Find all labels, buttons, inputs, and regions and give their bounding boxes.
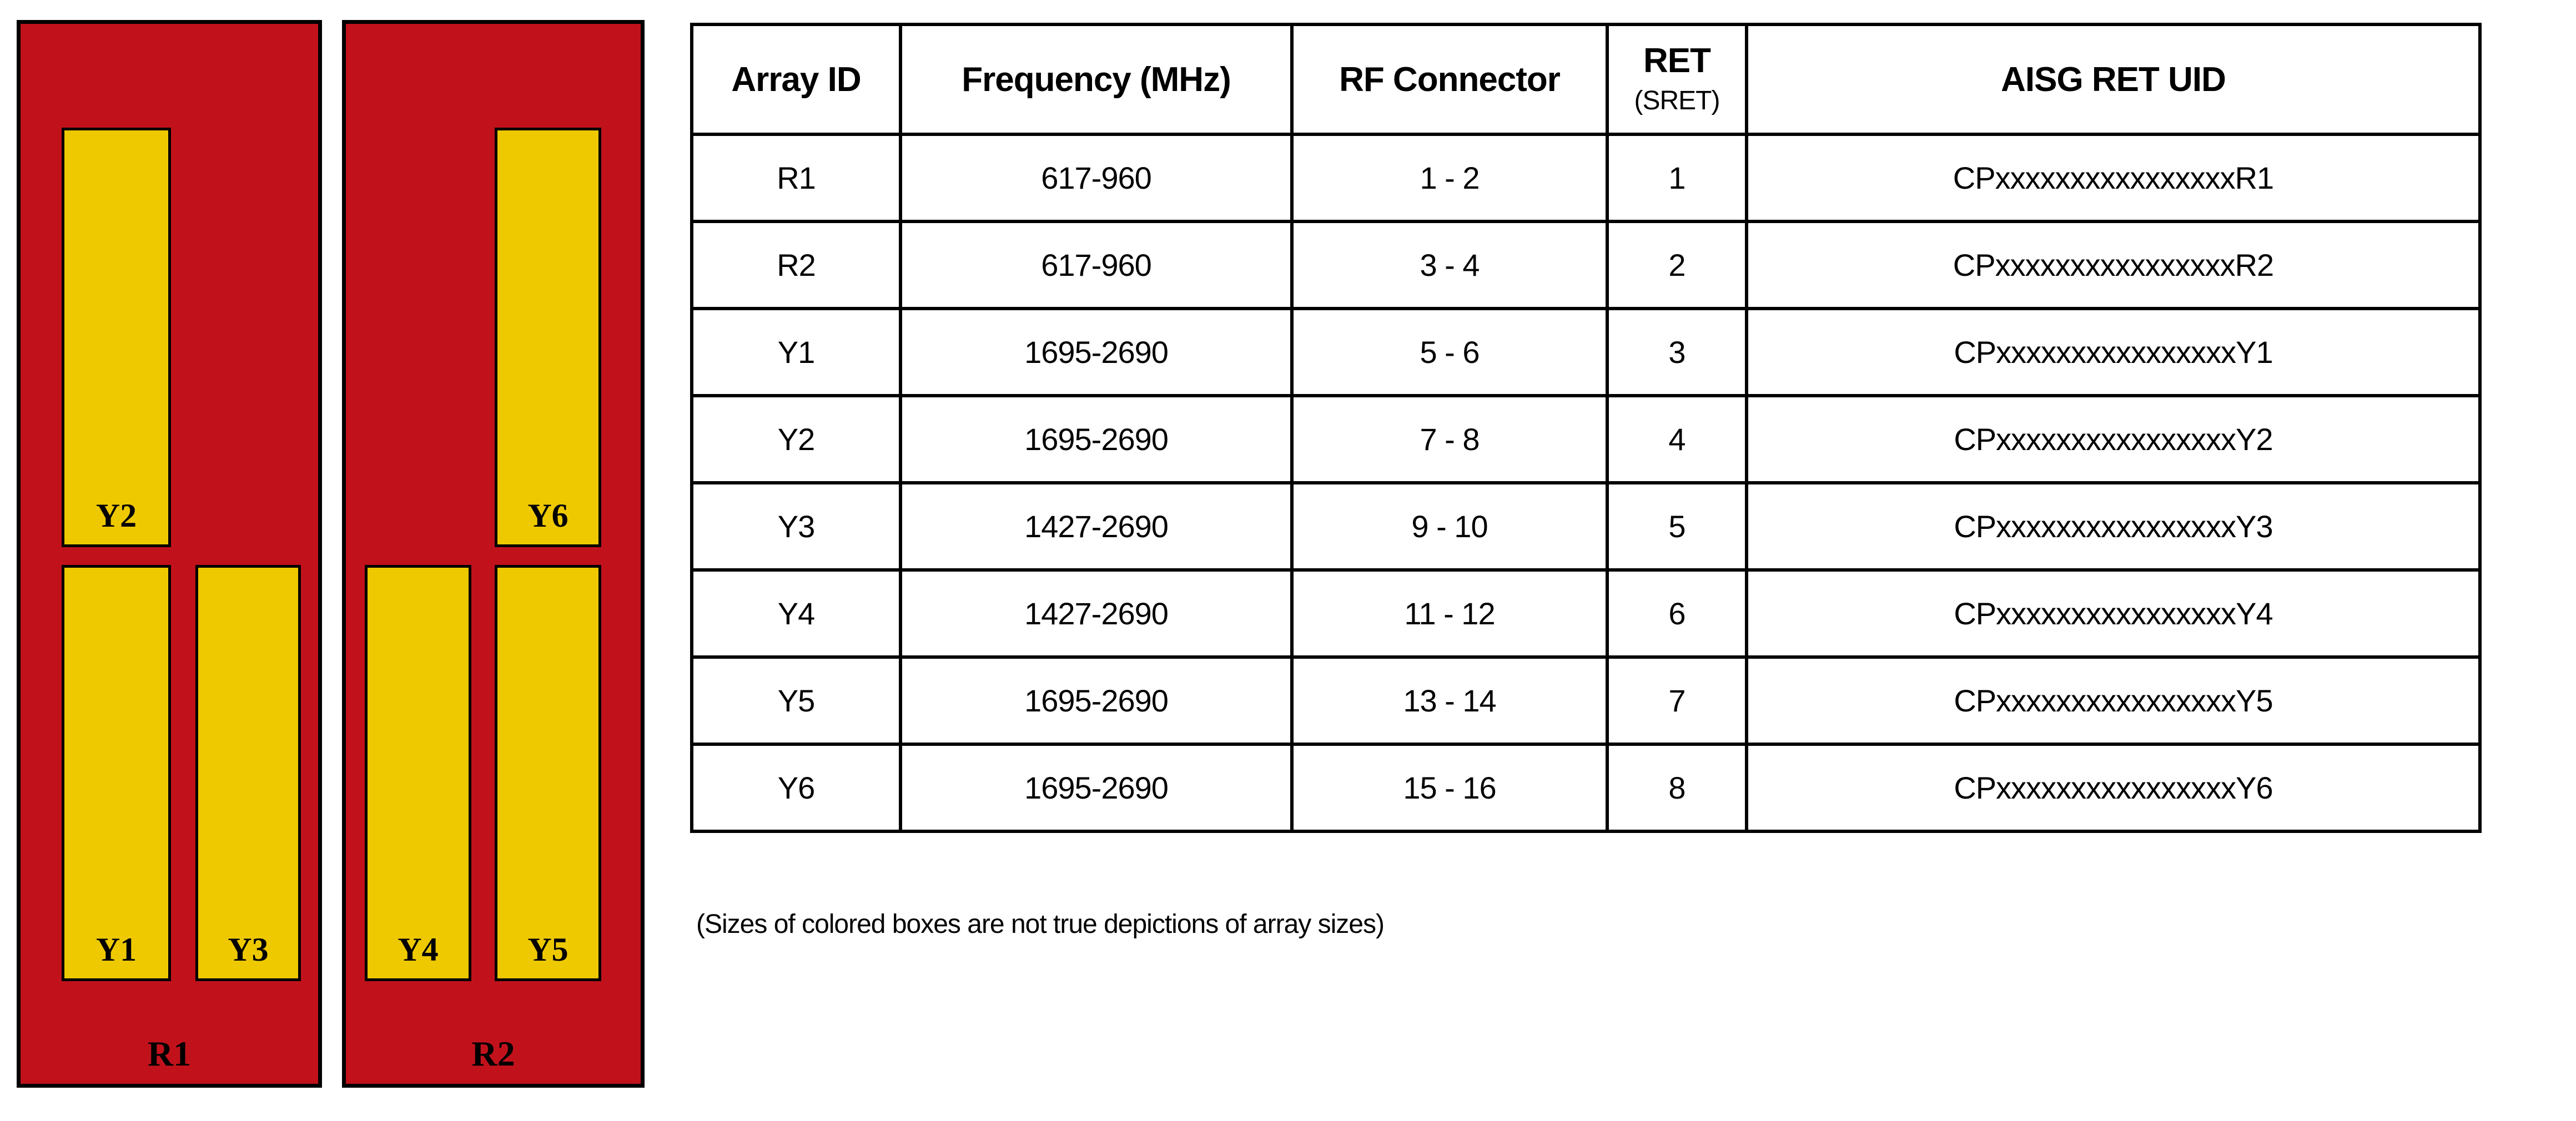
note-text: (Sizes of colored boxes are not true dep… — [696, 910, 1385, 939]
cell-rf-connector: 13 - 14 — [1290, 655, 1609, 746]
table-row-y3: Y3 1427-2690 9 - 10 5 CPxxxxxxxxxxxxxxxx… — [690, 481, 2482, 572]
cell-ret: 3 — [1606, 307, 1748, 397]
col-header-rf-connector: RF Connector — [1290, 23, 1609, 136]
array-box-label: Y6 — [527, 497, 568, 534]
antenna-panel-r1: Y2 Y1 Y3 R1 — [17, 20, 322, 1088]
ret-header-sub: (SRET) — [1634, 86, 1720, 116]
cell-ret: 7 — [1606, 655, 1748, 746]
cell-rf-connector: 1 - 2 — [1290, 133, 1609, 223]
array-box-label: Y4 — [398, 931, 439, 968]
table-row-r2: R2 617-960 3 - 4 2 CPxxxxxxxxxxxxxxxxR2 — [690, 220, 2482, 310]
cell-aisg-ret-uid: CPxxxxxxxxxxxxxxxxY3 — [1745, 481, 2482, 572]
array-box-y2: Y2 — [62, 128, 171, 547]
array-box-y4: Y4 — [365, 565, 471, 981]
col-header-frequency: Frequency (MHz) — [899, 23, 1294, 136]
cell-array-id: Y1 — [690, 307, 902, 397]
cell-aisg-ret-uid: CPxxxxxxxxxxxxxxxxR2 — [1745, 220, 2482, 310]
table-row-y4: Y4 1427-2690 11 - 12 6 CPxxxxxxxxxxxxxxx… — [690, 568, 2482, 659]
cell-rf-connector: 7 - 8 — [1290, 394, 1609, 484]
cell-frequency: 617-960 — [899, 133, 1294, 223]
cell-aisg-ret-uid: CPxxxxxxxxxxxxxxxxY2 — [1745, 394, 2482, 484]
cell-ret: 5 — [1606, 481, 1748, 572]
antenna-panel-r2: Y6 Y4 Y5 R2 — [342, 20, 645, 1088]
cell-ret: 2 — [1606, 220, 1748, 310]
cell-ret: 1 — [1606, 133, 1748, 223]
cell-rf-connector: 5 - 6 — [1290, 307, 1609, 397]
table-row-y1: Y1 1695-2690 5 - 6 3 CPxxxxxxxxxxxxxxxxY… — [690, 307, 2482, 397]
cell-frequency: 1427-2690 — [899, 568, 1294, 659]
col-header-ret: RET (SRET) — [1606, 23, 1748, 136]
cell-aisg-ret-uid: CPxxxxxxxxxxxxxxxxY1 — [1745, 307, 2482, 397]
cell-array-id: R1 — [690, 133, 902, 223]
cell-rf-connector: 11 - 12 — [1290, 568, 1609, 659]
col-header-aisg-ret-uid: AISG RET UID — [1745, 23, 2482, 136]
array-box-label: Y5 — [527, 931, 568, 968]
cell-array-id: Y4 — [690, 568, 902, 659]
cell-rf-connector: 3 - 4 — [1290, 220, 1609, 310]
cell-ret: 6 — [1606, 568, 1748, 659]
array-box-label: Y1 — [95, 931, 137, 968]
cell-ret: 4 — [1606, 394, 1748, 484]
array-box-y6: Y6 — [495, 128, 601, 547]
cell-frequency: 1695-2690 — [899, 394, 1294, 484]
array-box-y3: Y3 — [195, 565, 301, 981]
panel-label-r2: R2 — [471, 1034, 515, 1073]
cell-frequency: 1695-2690 — [899, 655, 1294, 746]
array-box-y1: Y1 — [62, 565, 171, 981]
cell-rf-connector: 15 - 16 — [1290, 743, 1609, 833]
header-row: Array ID Frequency (MHz) RF Connector RE… — [690, 23, 2482, 136]
col-header-array-id: Array ID — [690, 23, 902, 136]
table-row-y6: Y6 1695-2690 15 - 16 8 CPxxxxxxxxxxxxxxx… — [690, 743, 2482, 833]
spec-table-container: Array ID Frequency (MHz) RF Connector RE… — [690, 23, 2482, 833]
cell-frequency: 1695-2690 — [899, 307, 1294, 397]
cell-aisg-ret-uid: CPxxxxxxxxxxxxxxxxY4 — [1745, 568, 2482, 659]
array-box-y5: Y5 — [495, 565, 601, 981]
table-row-r1: R1 617-960 1 - 2 1 CPxxxxxxxxxxxxxxxxR1 — [690, 133, 2482, 223]
panel-label-r1: R1 — [147, 1034, 192, 1073]
cell-frequency: 617-960 — [899, 220, 1294, 310]
cell-array-id: R2 — [690, 220, 902, 310]
cell-aisg-ret-uid: CPxxxxxxxxxxxxxxxxY5 — [1745, 655, 2482, 746]
cell-ret: 8 — [1606, 743, 1748, 833]
cell-rf-connector: 9 - 10 — [1290, 481, 1609, 572]
cell-array-id: Y3 — [690, 481, 902, 572]
cell-aisg-ret-uid: CPxxxxxxxxxxxxxxxxR1 — [1745, 133, 2482, 223]
table-row-y5: Y5 1695-2690 13 - 14 7 CPxxxxxxxxxxxxxxx… — [690, 655, 2482, 746]
array-box-label: Y2 — [95, 497, 137, 534]
spec-table: Array ID Frequency (MHz) RF Connector RE… — [690, 23, 2482, 833]
cell-aisg-ret-uid: CPxxxxxxxxxxxxxxxxY6 — [1745, 743, 2482, 833]
ret-header-main: RET — [1643, 41, 1711, 80]
table-row-y2: Y2 1695-2690 7 - 8 4 CPxxxxxxxxxxxxxxxxY… — [690, 394, 2482, 484]
cell-frequency: 1695-2690 — [899, 743, 1294, 833]
cell-array-id: Y5 — [690, 655, 902, 746]
cell-frequency: 1427-2690 — [899, 481, 1294, 572]
cell-array-id: Y2 — [690, 394, 902, 484]
array-box-label: Y3 — [228, 931, 269, 968]
cell-array-id: Y6 — [690, 743, 902, 833]
